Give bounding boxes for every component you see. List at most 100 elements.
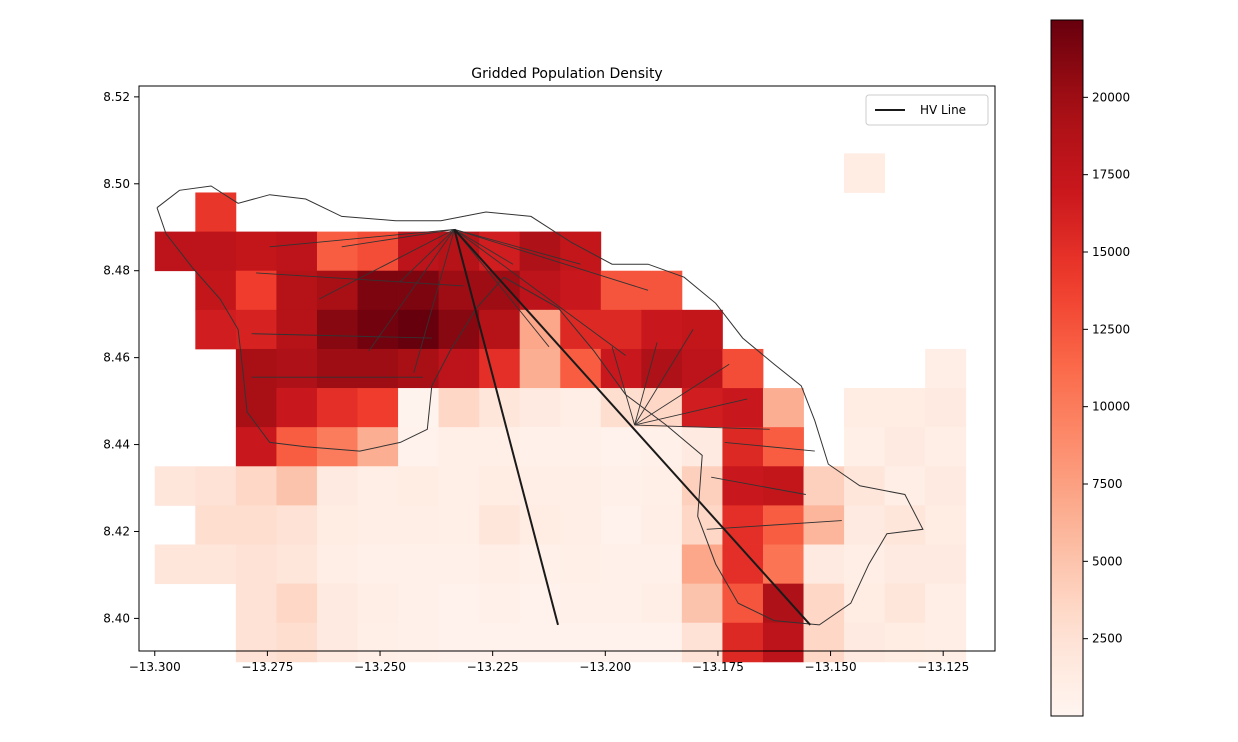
heatmap-cell [438, 466, 480, 506]
heatmap-cell [519, 505, 561, 545]
ward-divider [269, 228, 455, 248]
heatmap-cell [560, 427, 602, 467]
heatmap-cell [479, 309, 521, 350]
heatmap-cell [235, 231, 277, 272]
heatmap-cell [641, 544, 683, 585]
heatmap-cell [641, 270, 683, 311]
heatmap-cell [722, 427, 764, 467]
heatmap-cell [803, 544, 845, 585]
heatmap-cell [844, 505, 886, 545]
heatmap-cell [276, 544, 318, 585]
heatmap-cell [722, 622, 764, 663]
heatmap-cell [722, 583, 764, 624]
heatmap-cell [519, 544, 561, 585]
heatmap-cell [438, 505, 480, 545]
heatmap-cell [884, 505, 926, 545]
heatmap-cell [235, 505, 277, 545]
heatmap-cell [519, 388, 561, 428]
y-tick-label: 8.42 [103, 524, 130, 538]
heatmap-cell [681, 583, 723, 624]
hv-line-segment [453, 228, 812, 626]
heatmap-cell [803, 505, 845, 545]
heatmap-cell [479, 583, 521, 624]
heatmap-cell [195, 192, 237, 232]
heatmap-cell [154, 231, 196, 272]
heatmap-cell [438, 388, 480, 428]
heatmap-cell [762, 388, 804, 428]
y-tick-label: 8.44 [103, 438, 130, 452]
ward-divider [454, 229, 550, 348]
heatmap-cell [519, 622, 561, 663]
colorbar-tick-label: 7500 [1092, 477, 1123, 491]
heatmap-cell [560, 583, 602, 624]
heatmap-cell [884, 427, 926, 467]
heatmap-cell [884, 583, 926, 624]
heatmap-cell [762, 544, 804, 585]
heatmap-cell [519, 583, 561, 624]
hv-line-series [453, 228, 812, 626]
x-tick-label: −13.250 [354, 660, 406, 674]
heatmap-cell [519, 466, 561, 506]
colorbar-tick-label: 20000 [1092, 90, 1130, 104]
heatmap-cell [600, 583, 642, 624]
heatmap-cell [235, 583, 277, 624]
y-tick-label: 8.52 [103, 90, 130, 104]
ward-divider [318, 228, 455, 300]
heatmap-cell [195, 544, 237, 585]
heatmap-cell [316, 348, 358, 389]
heatmap-cell [357, 583, 399, 624]
x-tick-label: −13.275 [241, 660, 293, 674]
heatmap-cell [316, 583, 358, 624]
heatmap-cell [479, 270, 521, 311]
heatmap-cell [600, 505, 642, 545]
heatmap-cell [398, 309, 439, 350]
heatmap-cell [235, 309, 277, 350]
ward-divider [454, 228, 649, 291]
heatmap-cell [681, 348, 723, 389]
heatmap-cell [762, 583, 804, 624]
heatmap-cell [803, 583, 845, 624]
heatmap-cell [600, 427, 642, 467]
y-tick-label: 8.46 [103, 351, 130, 365]
heatmap-cell [803, 622, 845, 663]
heatmap-cell [641, 505, 683, 545]
ward-divider [634, 398, 748, 426]
colorbar-gradient [1050, 19, 1084, 717]
heatmap-cell [681, 427, 723, 467]
heatmap-cell [681, 544, 723, 585]
heatmap-cell [925, 466, 967, 506]
heatmap-cell [884, 622, 926, 663]
heatmap-cell [844, 388, 886, 428]
colorbar-tick-label: 5000 [1092, 554, 1123, 568]
ward-divider [634, 424, 770, 430]
colorbar: 2500 5000 7500 10000 12500 15000 17500 20000 [1050, 19, 1130, 717]
heatmap-cell [357, 505, 399, 545]
heatmap-cell [438, 309, 480, 350]
ward-divider [256, 272, 464, 287]
y-axis: 8.40 8.42 8.44 8.46 8.48 8.50 8.52 [103, 90, 139, 625]
ward-divider [634, 363, 730, 426]
heatmap-cell [438, 583, 480, 624]
y-tick-label: 8.48 [103, 264, 130, 278]
heatmap-cell [276, 622, 318, 663]
heatmap-cell [398, 505, 439, 545]
heatmap-cell [438, 427, 480, 467]
ward-divider [341, 228, 455, 248]
heatmap-cell [600, 348, 642, 389]
colorbar-tick-label: 12500 [1092, 322, 1130, 336]
legend: HV Line [865, 94, 989, 126]
heatmap-cell [398, 622, 439, 663]
ward-divider [724, 441, 815, 452]
heatmap-cell [438, 270, 480, 311]
colorbar-tick-label: 15000 [1092, 245, 1130, 259]
heatmap-cell [276, 231, 318, 272]
heatmap-cell [560, 388, 602, 428]
heatmap-cell [560, 309, 602, 350]
heatmap-cell [398, 388, 439, 428]
heatmap-cell [884, 388, 926, 428]
heatmap-cell [438, 622, 480, 663]
heatmap-cell [357, 466, 399, 506]
heatmap-cell [479, 348, 521, 389]
colorbar-tick-label: 17500 [1092, 168, 1130, 182]
